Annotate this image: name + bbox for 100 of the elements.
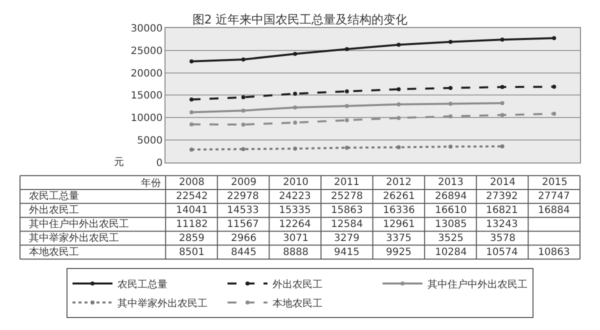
point	[241, 147, 246, 152]
point	[344, 47, 349, 52]
x-tick-label: 2013	[438, 177, 464, 188]
y-tick-label: 0	[156, 158, 163, 169]
y-axis-title: 元	[114, 157, 124, 168]
data-label: 3279	[334, 233, 360, 244]
x-tick-label: 2010	[283, 177, 308, 188]
point	[448, 40, 452, 44]
point	[344, 146, 349, 150]
point	[500, 101, 504, 106]
data-label: 8445	[231, 247, 256, 258]
data-label: 15335	[279, 205, 311, 216]
data-label: 3375	[386, 233, 412, 244]
data-label: 13243	[486, 219, 518, 230]
point	[190, 98, 194, 102]
point	[500, 113, 504, 118]
x-tick-label: 2015	[542, 177, 568, 188]
data-label: 27747	[538, 191, 570, 202]
point	[241, 122, 246, 127]
point	[552, 84, 556, 89]
point	[396, 87, 401, 92]
data-label: 8888	[283, 247, 308, 258]
y-tick-label: 15000	[130, 90, 163, 102]
legend-label: 农民工总量	[118, 278, 168, 290]
legend-label: 其中举家外出农民工	[118, 297, 208, 310]
data-label: 16821	[486, 205, 518, 216]
x-tick-label: 2012	[386, 177, 412, 188]
data-label: 8501	[179, 247, 204, 258]
data-label: 26894	[435, 191, 467, 202]
data-label: 2859	[179, 233, 204, 244]
x-tick-label: 2008	[179, 177, 204, 188]
x-tick-label: 2014	[490, 177, 516, 188]
point	[396, 116, 401, 120]
point	[190, 122, 194, 126]
data-label: 12961	[383, 219, 415, 230]
point	[396, 102, 401, 106]
y-tick-label: 5000	[137, 136, 163, 146]
legend-label: 外出农民工	[272, 278, 322, 290]
data-label: 10863	[538, 247, 570, 258]
point	[448, 114, 452, 118]
data-label: 16884	[538, 205, 570, 216]
text: 外出农民工	[29, 205, 79, 216]
data-label: 27392	[486, 191, 518, 202]
x-axis-title: 年份	[141, 177, 161, 189]
point	[241, 57, 246, 62]
data-label: 10574	[486, 247, 518, 258]
point	[293, 52, 298, 56]
data-label: 22978	[227, 191, 259, 202]
point	[448, 102, 452, 106]
point	[190, 59, 194, 64]
point	[448, 144, 452, 149]
y-tick-label: 10000	[130, 113, 163, 124]
data-label: 2966	[231, 233, 256, 244]
data-label: 24223	[279, 191, 311, 202]
data-label: 11182	[176, 219, 208, 230]
text: 其中举家外出农民工	[29, 233, 119, 244]
data-label: 16336	[383, 205, 415, 216]
chart-title: 图2 近年来中国农民工总量及结构的变化	[192, 12, 408, 26]
x-tick-label: 2009	[231, 177, 256, 188]
data-label: 3525	[438, 233, 464, 244]
data-label: 13085	[435, 219, 467, 230]
data-label: 9415	[334, 247, 360, 258]
y-tick-label: 25000	[130, 46, 163, 57]
point	[293, 146, 298, 151]
point	[396, 145, 401, 150]
data-label: 3578	[490, 233, 516, 244]
data-label: 10284	[435, 247, 467, 258]
y-tick-label: 30000	[130, 24, 163, 34]
legend-label: 其中住户中外出农民工	[428, 278, 528, 290]
data-label: 12264	[279, 219, 311, 230]
point	[448, 86, 452, 90]
point	[500, 144, 504, 148]
data-label: 3071	[283, 233, 308, 244]
data-label: 9925	[386, 247, 412, 258]
point	[241, 95, 246, 100]
point	[552, 36, 556, 40]
point	[344, 104, 349, 108]
text: 农民工总量	[29, 191, 79, 202]
point	[190, 110, 194, 114]
x-tick-label: 2011	[334, 177, 360, 188]
data-label: 22542	[176, 191, 208, 202]
point	[241, 108, 246, 113]
point	[500, 38, 504, 42]
point	[293, 92, 298, 96]
data-label: 11567	[227, 219, 259, 230]
data-label: 14533	[227, 205, 259, 216]
data-label: 12584	[331, 219, 363, 230]
data-label: 26261	[383, 191, 415, 202]
y-tick-label: 20000	[130, 68, 163, 80]
point	[190, 148, 194, 152]
point	[344, 89, 349, 94]
legend-label: 本地农民工	[272, 297, 322, 310]
data-label: 15863	[331, 205, 363, 216]
point	[500, 85, 504, 90]
data-label: 25278	[331, 191, 363, 202]
data-label: 16610	[435, 205, 467, 216]
text: 其中住户中外出农民工	[29, 219, 129, 230]
point	[552, 112, 556, 116]
point	[293, 105, 298, 110]
point	[396, 42, 401, 47]
